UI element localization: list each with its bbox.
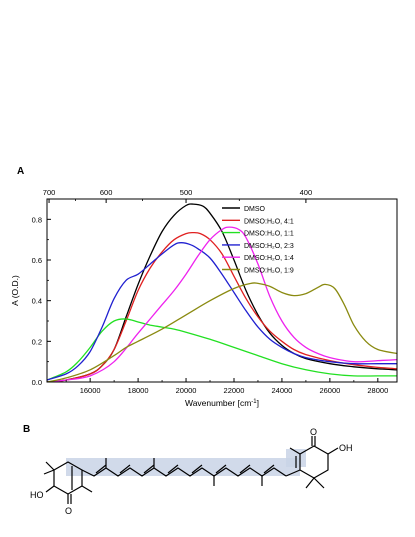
polyene-chain bbox=[81, 467, 287, 477]
conjugation-highlight bbox=[66, 458, 300, 476]
chain-methyls bbox=[105, 458, 263, 486]
series-group bbox=[47, 203, 397, 382]
right-gem-methyls bbox=[305, 477, 325, 489]
x-tick-label-2: 20000 bbox=[176, 386, 197, 395]
series-line-1 bbox=[47, 231, 397, 382]
legend-label-2: DMSO:H₂O, 1:1 bbox=[244, 231, 294, 238]
series-line-2 bbox=[47, 318, 397, 381]
polyene-double-bonds bbox=[95, 464, 275, 474]
left-gem-methyls bbox=[43, 461, 55, 475]
top-tick-label-1: 600 bbox=[100, 188, 113, 197]
left-keto-bond bbox=[67, 494, 72, 504]
y-tick-label-2: 0.4 bbox=[32, 297, 42, 306]
series-line-4 bbox=[47, 226, 397, 382]
panel-label-b: B bbox=[23, 424, 31, 435]
series-line-5 bbox=[47, 282, 397, 382]
x-tick-label-5: 26000 bbox=[319, 386, 340, 395]
x-axis-label: Wavenumber [cm-1] bbox=[185, 398, 259, 408]
right-link bbox=[285, 469, 301, 477]
legend-label-1: DMSO:H₂O, 4:1 bbox=[244, 218, 294, 225]
x-tick-label-1: 18000 bbox=[128, 386, 149, 395]
atom-label-oh-right: OH bbox=[339, 443, 353, 453]
top-tick-label-2: 500 bbox=[180, 188, 193, 197]
right-methyl bbox=[289, 447, 301, 455]
x-tick-label-4: 24000 bbox=[272, 386, 293, 395]
top-tick-label-3: 400 bbox=[300, 188, 313, 197]
y-tick-label-0: 0.0 bbox=[32, 378, 42, 387]
absorption-spectrum-chart: 16000 18000 20000 22000 24000 26000 28000 0.0 0.… bbox=[10, 188, 398, 408]
x-tick-label-6: 28000 bbox=[367, 386, 388, 395]
right-oh-bond bbox=[327, 447, 339, 455]
y-tick-label-1: 0.2 bbox=[32, 337, 42, 346]
legend-label-5: DMSO:H₂O, 1:9 bbox=[244, 268, 294, 275]
legend-label-0: DMSO bbox=[244, 206, 266, 213]
left-oh-bond bbox=[45, 485, 55, 493]
plot-frame bbox=[46, 198, 398, 383]
y-axis-label: A (O.D.) bbox=[10, 275, 20, 306]
legend-label-3: DMSO:H₂O, 2:3 bbox=[244, 243, 294, 250]
x-tick-label-0: 16000 bbox=[80, 386, 101, 395]
left-methyl bbox=[81, 485, 93, 493]
top-tick-label-0: 700 bbox=[43, 188, 56, 197]
y-tick-label-4: 0.8 bbox=[32, 215, 42, 224]
atom-label-o-right: O bbox=[310, 427, 317, 437]
atom-label-ho-left: HO bbox=[30, 490, 44, 500]
panel-label-a: A bbox=[17, 166, 25, 177]
series-line-3 bbox=[47, 242, 397, 381]
legend-label-4: DMSO:H₂O, 1:4 bbox=[244, 255, 294, 262]
x-tick-label-3: 22000 bbox=[224, 386, 245, 395]
y-tick-label-3: 0.6 bbox=[32, 256, 42, 265]
atom-label-o-left: O bbox=[65, 506, 72, 516]
right-keto-bond bbox=[311, 436, 316, 446]
